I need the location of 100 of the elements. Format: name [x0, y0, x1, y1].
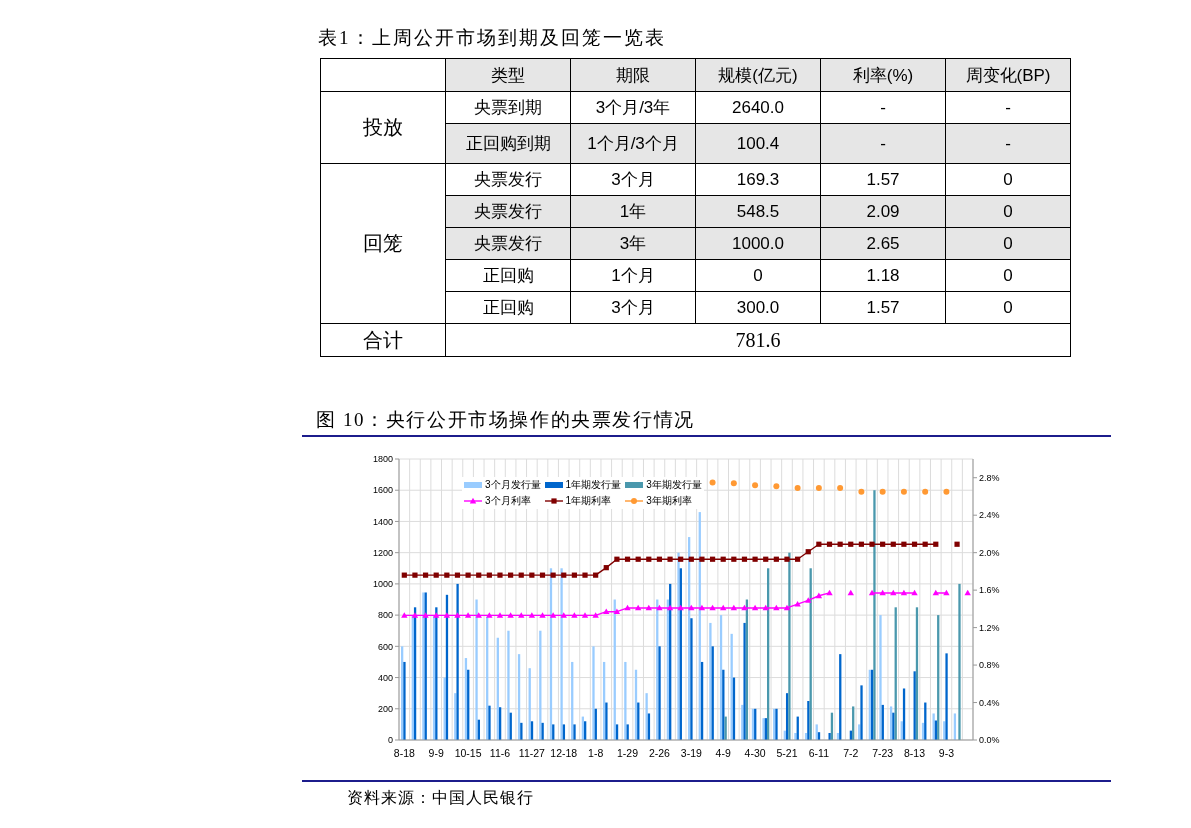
text: 1个月/3个月 [587, 134, 679, 153]
point [858, 541, 864, 547]
x-tick-label: 9-9 [428, 747, 444, 760]
bar [879, 615, 882, 740]
point [571, 572, 577, 578]
bar [560, 568, 563, 740]
category-label: 回笼 [363, 232, 403, 254]
point [709, 556, 716, 562]
point [815, 592, 823, 599]
text: 正回购 [482, 266, 534, 285]
point [603, 565, 609, 571]
point [412, 572, 418, 578]
point [550, 572, 556, 578]
text: 0 [1003, 297, 1013, 317]
point [752, 482, 759, 489]
bar [932, 713, 935, 740]
point [709, 479, 716, 486]
bar [860, 685, 863, 740]
text: - [1005, 97, 1011, 117]
x-tick-label: 9-3 [938, 747, 955, 760]
bar [828, 732, 831, 740]
category-label: 周变化(BP) [965, 65, 1051, 85]
legend-label: 3个月发行量 [485, 479, 541, 490]
text: 2.65 [866, 233, 900, 253]
legend-label: 1年期利率 [565, 495, 612, 506]
bar [658, 646, 661, 740]
text: 0 [1003, 169, 1013, 189]
point [560, 612, 567, 618]
point [933, 541, 939, 547]
x-tick-label: 6-11 [808, 747, 830, 760]
point [880, 541, 886, 547]
bar [475, 599, 478, 740]
point [794, 485, 801, 492]
point [433, 572, 439, 578]
text: 央票到期 [474, 98, 542, 117]
point [826, 541, 833, 547]
point [571, 612, 578, 618]
point [603, 608, 610, 615]
text: 1年 [619, 202, 647, 221]
point [497, 572, 503, 578]
point [667, 556, 673, 562]
bar [645, 693, 648, 740]
legend-label: 3年期利率 [646, 495, 692, 506]
point [539, 572, 546, 578]
y2-tick-label: 1.2% [979, 622, 1000, 633]
bar [873, 490, 876, 740]
bar [624, 661, 627, 740]
point [901, 541, 907, 547]
text: 央票发行 [474, 170, 542, 189]
y-tick-label: 400 [377, 672, 393, 683]
point [954, 541, 960, 547]
point [507, 612, 514, 618]
point [943, 488, 950, 495]
text: 1个月 [611, 266, 655, 285]
text: 100.4 [736, 133, 780, 153]
point [731, 556, 737, 562]
text: 2.09 [866, 201, 900, 221]
point [763, 556, 769, 562]
y2-tick-label: 0.8% [979, 660, 1000, 671]
text: 1.57 [866, 297, 900, 317]
text: 781.6 [735, 328, 781, 351]
y-tick-label: 1400 [372, 516, 393, 527]
point [816, 541, 822, 547]
text: 1.18 [866, 265, 900, 285]
x-tick-label: 4-30 [744, 747, 766, 760]
y2-tick-label: 1.6% [979, 585, 1000, 596]
text: 0 [1003, 265, 1013, 285]
point [529, 572, 535, 578]
point [678, 556, 684, 562]
point [475, 612, 482, 618]
text: 央票发行 [474, 234, 542, 253]
point [465, 572, 471, 578]
bar [541, 722, 544, 740]
point [561, 572, 567, 578]
text: 1.57 [866, 169, 900, 189]
x-tick-label: 7-23 [872, 747, 894, 760]
point [784, 556, 790, 562]
bar [709, 622, 712, 740]
point [911, 541, 918, 547]
point [688, 556, 694, 562]
bar [403, 661, 406, 740]
bar [520, 722, 523, 740]
point [752, 556, 758, 562]
text: 正回购到期 [465, 134, 551, 153]
legend-label: 3年期发行量 [646, 479, 702, 490]
point [518, 612, 525, 618]
bar [743, 622, 746, 740]
x-tick-label: 8-13 [904, 747, 926, 760]
y-tick-label: 1600 [372, 485, 393, 496]
point [518, 572, 524, 578]
point [751, 604, 759, 611]
point [528, 612, 536, 618]
point [848, 541, 854, 547]
point [795, 556, 801, 562]
bar [690, 618, 693, 740]
point [614, 556, 620, 562]
bar [958, 583, 961, 740]
point [443, 612, 451, 618]
legend-label: 3个月利率 [485, 495, 531, 506]
text: - [1005, 133, 1011, 153]
